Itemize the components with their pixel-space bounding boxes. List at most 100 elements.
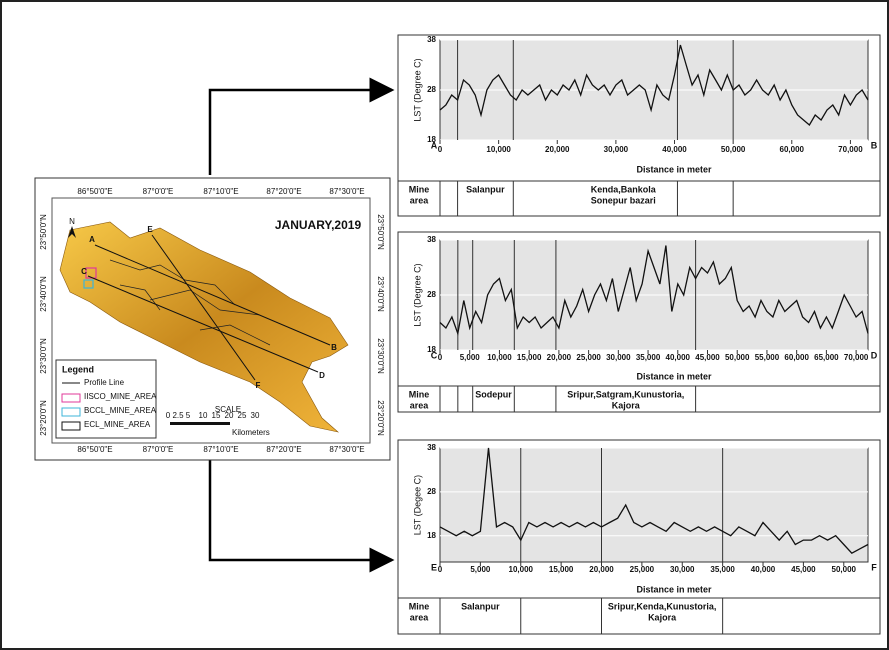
y-axis-label: LST (Degee C): [412, 475, 422, 535]
profile-letter: F: [256, 381, 261, 390]
x-tick-label: 40,000: [662, 145, 687, 154]
map-coord-label: 87°20'0"E: [266, 445, 301, 454]
x-tick-label: 0: [438, 145, 443, 154]
table-header: Mine: [409, 601, 430, 611]
x-tick-label: 5,000: [460, 353, 481, 362]
scale-label: 0 2.5 5: [166, 411, 191, 420]
map-coord-label: 87°30'0"E: [329, 187, 364, 196]
x-tick-label: 35,000: [636, 353, 661, 362]
y-tick-label: 28: [427, 290, 436, 299]
x-tick-label: 30,000: [606, 353, 631, 362]
x-tick-label: 20,000: [547, 353, 572, 362]
map-coord-label: 23°40'0"N: [39, 276, 48, 312]
profile-start: A: [431, 140, 438, 150]
mine-area-label: Kajora: [648, 612, 677, 622]
x-tick-label: 45,000: [791, 565, 816, 574]
profile-letter: B: [331, 343, 337, 352]
x-tick-label: 25,000: [630, 565, 655, 574]
map-coord-label: 87°30'0"E: [329, 445, 364, 454]
y-tick-label: 28: [427, 487, 436, 496]
y-tick-label: 18: [427, 531, 436, 540]
x-tick-label: 45,000: [695, 353, 720, 362]
map-coord-label: 86°50'0"E: [77, 187, 112, 196]
map-coord-label: 87°10'0"E: [203, 187, 238, 196]
profile-start: C: [431, 350, 438, 360]
map-coord-label: 23°30'0"N: [376, 338, 385, 374]
profile-end: D: [871, 350, 878, 360]
mine-area-label: Sripur,Satgram,Kunustoria,: [567, 389, 684, 399]
scale-bar: [170, 422, 230, 425]
x-axis-label: Distance in meter: [636, 584, 712, 594]
x-tick-label: 50,000: [721, 145, 746, 154]
table-header: Mine: [409, 389, 430, 399]
x-tick-label: 35,000: [710, 565, 735, 574]
table-header: area: [410, 195, 430, 205]
scale-label: 20: [225, 411, 234, 420]
map-coord-label: 23°20'0"N: [376, 400, 385, 436]
table-header: Mine: [409, 184, 430, 194]
map-coord-label: 86°50'0"E: [77, 445, 112, 454]
legend-label: IISCO_MINE_AREA: [84, 392, 157, 401]
x-tick-label: 55,000: [755, 353, 780, 362]
x-tick-label: 0: [438, 353, 443, 362]
mine-area-label: Sodepur: [475, 389, 512, 399]
mine-area-label: Sonepur bazari: [591, 195, 656, 205]
map-title: JANUARY,2019: [275, 218, 362, 232]
mine-area-label: Salanpur: [466, 184, 505, 194]
scale-label: 10: [199, 411, 208, 420]
x-tick-label: 20,000: [589, 565, 614, 574]
x-tick-label: 25,000: [576, 353, 601, 362]
x-tick-label: 15,000: [549, 565, 574, 574]
profile-end: F: [871, 562, 877, 572]
profile-letter: A: [89, 235, 95, 244]
profile-start: E: [431, 562, 437, 572]
x-tick-label: 30,000: [670, 565, 695, 574]
table-header: area: [410, 612, 430, 622]
x-tick-label: 60,000: [780, 145, 805, 154]
map-coord-label: 23°50'0"N: [39, 214, 48, 250]
map-coord-label: 23°20'0"N: [39, 400, 48, 436]
legend-title: Legend: [62, 364, 94, 374]
mine-area-label: Salanpur: [461, 601, 500, 611]
map-coord-label: 23°40'0"N: [376, 276, 385, 312]
x-tick-label: 50,000: [725, 353, 750, 362]
profile-letter: D: [319, 371, 325, 380]
scale-label: 15: [212, 411, 221, 420]
mine-area-label: Kajora: [612, 400, 641, 410]
profile-letter: E: [147, 225, 153, 234]
y-axis-label: LST (Degree C): [412, 58, 422, 121]
x-axis-label: Distance in meter: [636, 164, 712, 174]
x-tick-label: 50,000: [832, 565, 857, 574]
mine-area-label: Sripur,Kenda,Kunustoria,: [608, 601, 717, 611]
x-tick-label: 5,000: [470, 565, 491, 574]
map-coord-label: 87°0'0"E: [143, 445, 174, 454]
x-tick-label: 40,000: [751, 565, 776, 574]
legend-label: ECL_MINE_AREA: [84, 420, 151, 429]
y-tick-label: 38: [427, 443, 436, 452]
plot-area: [440, 448, 868, 562]
legend-label: Profile Line: [84, 378, 125, 387]
table-header: area: [410, 400, 430, 410]
map-coord-label: 87°0'0"E: [143, 187, 174, 196]
map-coord-label: 23°30'0"N: [39, 338, 48, 374]
x-tick-label: 30,000: [604, 145, 629, 154]
x-tick-label: 70,000: [838, 145, 863, 154]
y-tick-label: 38: [427, 35, 436, 44]
scale-label: 30: [251, 411, 260, 420]
map-coord-label: 87°20'0"E: [266, 187, 301, 196]
profile-end: B: [871, 140, 878, 150]
x-tick-label: 0: [438, 565, 443, 574]
x-tick-label: 40,000: [666, 353, 691, 362]
legend-label: BCCL_MINE_AREA: [84, 406, 157, 415]
x-tick-label: 10,000: [509, 565, 534, 574]
map-coord-label: 23°50'0"N: [376, 214, 385, 250]
y-axis-label: LST (Degree C): [412, 263, 422, 326]
x-tick-label: 60,000: [784, 353, 809, 362]
figure: N JANUARY,2019 86°50'0"E 87°0'0"E 87°10'0"…: [0, 0, 889, 650]
map-coord-label: 87°10'0"E: [203, 445, 238, 454]
scale-label: 25: [238, 411, 247, 420]
x-tick-label: 10,000: [486, 145, 511, 154]
north-label: N: [69, 217, 75, 226]
x-tick-label: 65,000: [814, 353, 839, 362]
x-tick-label: 15,000: [517, 353, 542, 362]
